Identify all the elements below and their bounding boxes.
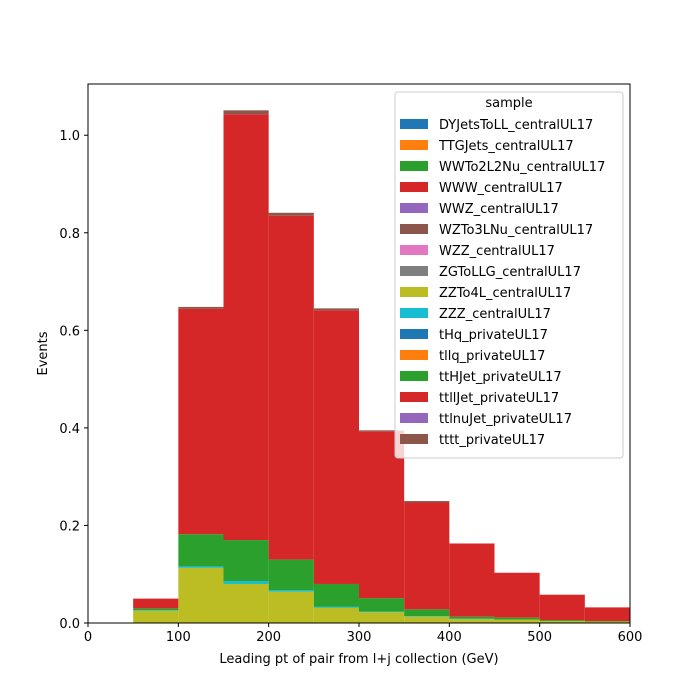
legend-label: WWTo2L2Nu_centralUL17 [439,160,605,175]
bar-segment [223,581,269,584]
bar-segment [133,598,179,609]
legend-swatch [400,266,428,276]
x-tick-label: 200 [256,630,281,645]
bar-segment [449,616,495,619]
y-tick-label: 0.0 [59,617,80,632]
bar-segment [539,621,585,623]
legend: sample DYJetsToLL_centralUL17 TTGJets_cen… [394,91,624,459]
bar-segment [223,540,269,582]
x-axis-ticks: 0 100 200 300 400 500 600 [84,623,643,645]
legend-label: tttt_privateUL17 [439,433,545,448]
bar-segment [268,215,314,560]
legend-label: ZZTo4L_centralUL17 [439,286,571,301]
legend-label: TTGJets_centralUL17 [438,139,574,154]
bar-segment [584,621,630,623]
legend-label: WZZ_centralUL17 [439,244,555,259]
legend-label: WZTo3LNu_centralUL17 [439,223,593,238]
legend-label: DYJetsToLL_centralUL17 [439,118,593,133]
bar-segment [539,594,585,621]
bar-segment [359,612,405,623]
legend-swatch [400,434,428,444]
bar-segment [494,617,540,620]
legend-label: ttlnuJet_privateUL17 [439,412,572,427]
bar-segment [313,606,359,608]
legend-swatch [400,371,428,381]
bar-segment [449,543,495,617]
bar-segment [133,610,179,623]
bar-segment [313,308,359,311]
histogram-bars [133,110,630,623]
x-axis-label: Leading pt of pair from l+j collection (… [219,652,498,667]
bar-segment [359,598,405,612]
legend-swatch [400,308,428,318]
legend-swatch [400,413,428,423]
bar-segment [178,534,224,567]
legend-swatch [400,245,428,255]
y-tick-label: 0.4 [59,422,80,437]
bar-segment [268,212,314,216]
bar-segment [223,110,269,115]
legend-box [394,91,624,459]
bar-segment [313,310,359,584]
legend-swatch [400,224,428,234]
legend-title: sample [485,96,532,111]
bar-segment [494,619,540,623]
bar-segment [268,591,314,623]
legend-label: ttllJet_privateUL17 [439,391,559,406]
y-tick-label: 1.0 [59,129,80,144]
bar-segment [223,114,269,541]
legend-swatch [400,161,428,171]
legend-label: ttHJet_privateUL17 [439,370,562,385]
y-tick-label: 0.8 [59,227,80,242]
legend-items: DYJetsToLL_centralUL17 TTGJets_centralUL1… [400,118,605,448]
x-tick-label: 600 [618,630,643,645]
bar-segment [404,616,450,623]
x-tick-label: 0 [84,630,92,645]
legend-label: tHq_privateUL17 [439,328,548,343]
bar-segment [268,590,314,592]
legend-swatch [400,392,428,402]
x-tick-label: 400 [437,630,462,645]
bar-segment [223,583,269,623]
bar-segment [313,583,359,607]
bar-segment [404,501,450,503]
legend-swatch [400,350,428,360]
bar-segment [584,607,630,622]
bar-segment [178,306,224,309]
y-axis-label: Events [36,331,51,375]
legend-swatch [400,182,428,192]
bar-segment [178,567,224,623]
x-tick-label: 100 [166,630,191,645]
legend-swatch [400,287,428,297]
legend-swatch [400,329,428,339]
legend-label: WWZ_centralUL17 [439,202,559,217]
y-tick-label: 0.6 [59,324,80,339]
bar-segment [404,502,450,610]
bar-segment [359,430,405,432]
legend-label: ZGToLLG_centralUL17 [439,265,581,280]
bar-segment [268,559,314,591]
x-tick-label: 500 [527,630,552,645]
y-axis-ticks: 0.0 0.2 0.4 0.6 0.8 1.0 [59,129,88,632]
x-tick-label: 300 [347,630,372,645]
legend-label: tllq_privateUL17 [439,349,545,364]
legend-swatch [400,203,428,213]
legend-swatch [400,119,428,129]
y-tick-label: 0.2 [59,519,80,534]
bar-segment [133,608,179,611]
bar-segment [404,609,450,617]
legend-swatch [400,140,428,150]
bar-segment [494,572,540,618]
bar-segment [313,607,359,623]
bar-segment [539,620,585,622]
legend-label: ZZZ_centralUL17 [439,307,551,322]
legend-label: WWW_centralUL17 [439,181,563,196]
bar-segment [449,619,495,623]
bar-segment [178,308,224,535]
bar-segment [178,566,224,568]
bar-segment [359,431,405,599]
